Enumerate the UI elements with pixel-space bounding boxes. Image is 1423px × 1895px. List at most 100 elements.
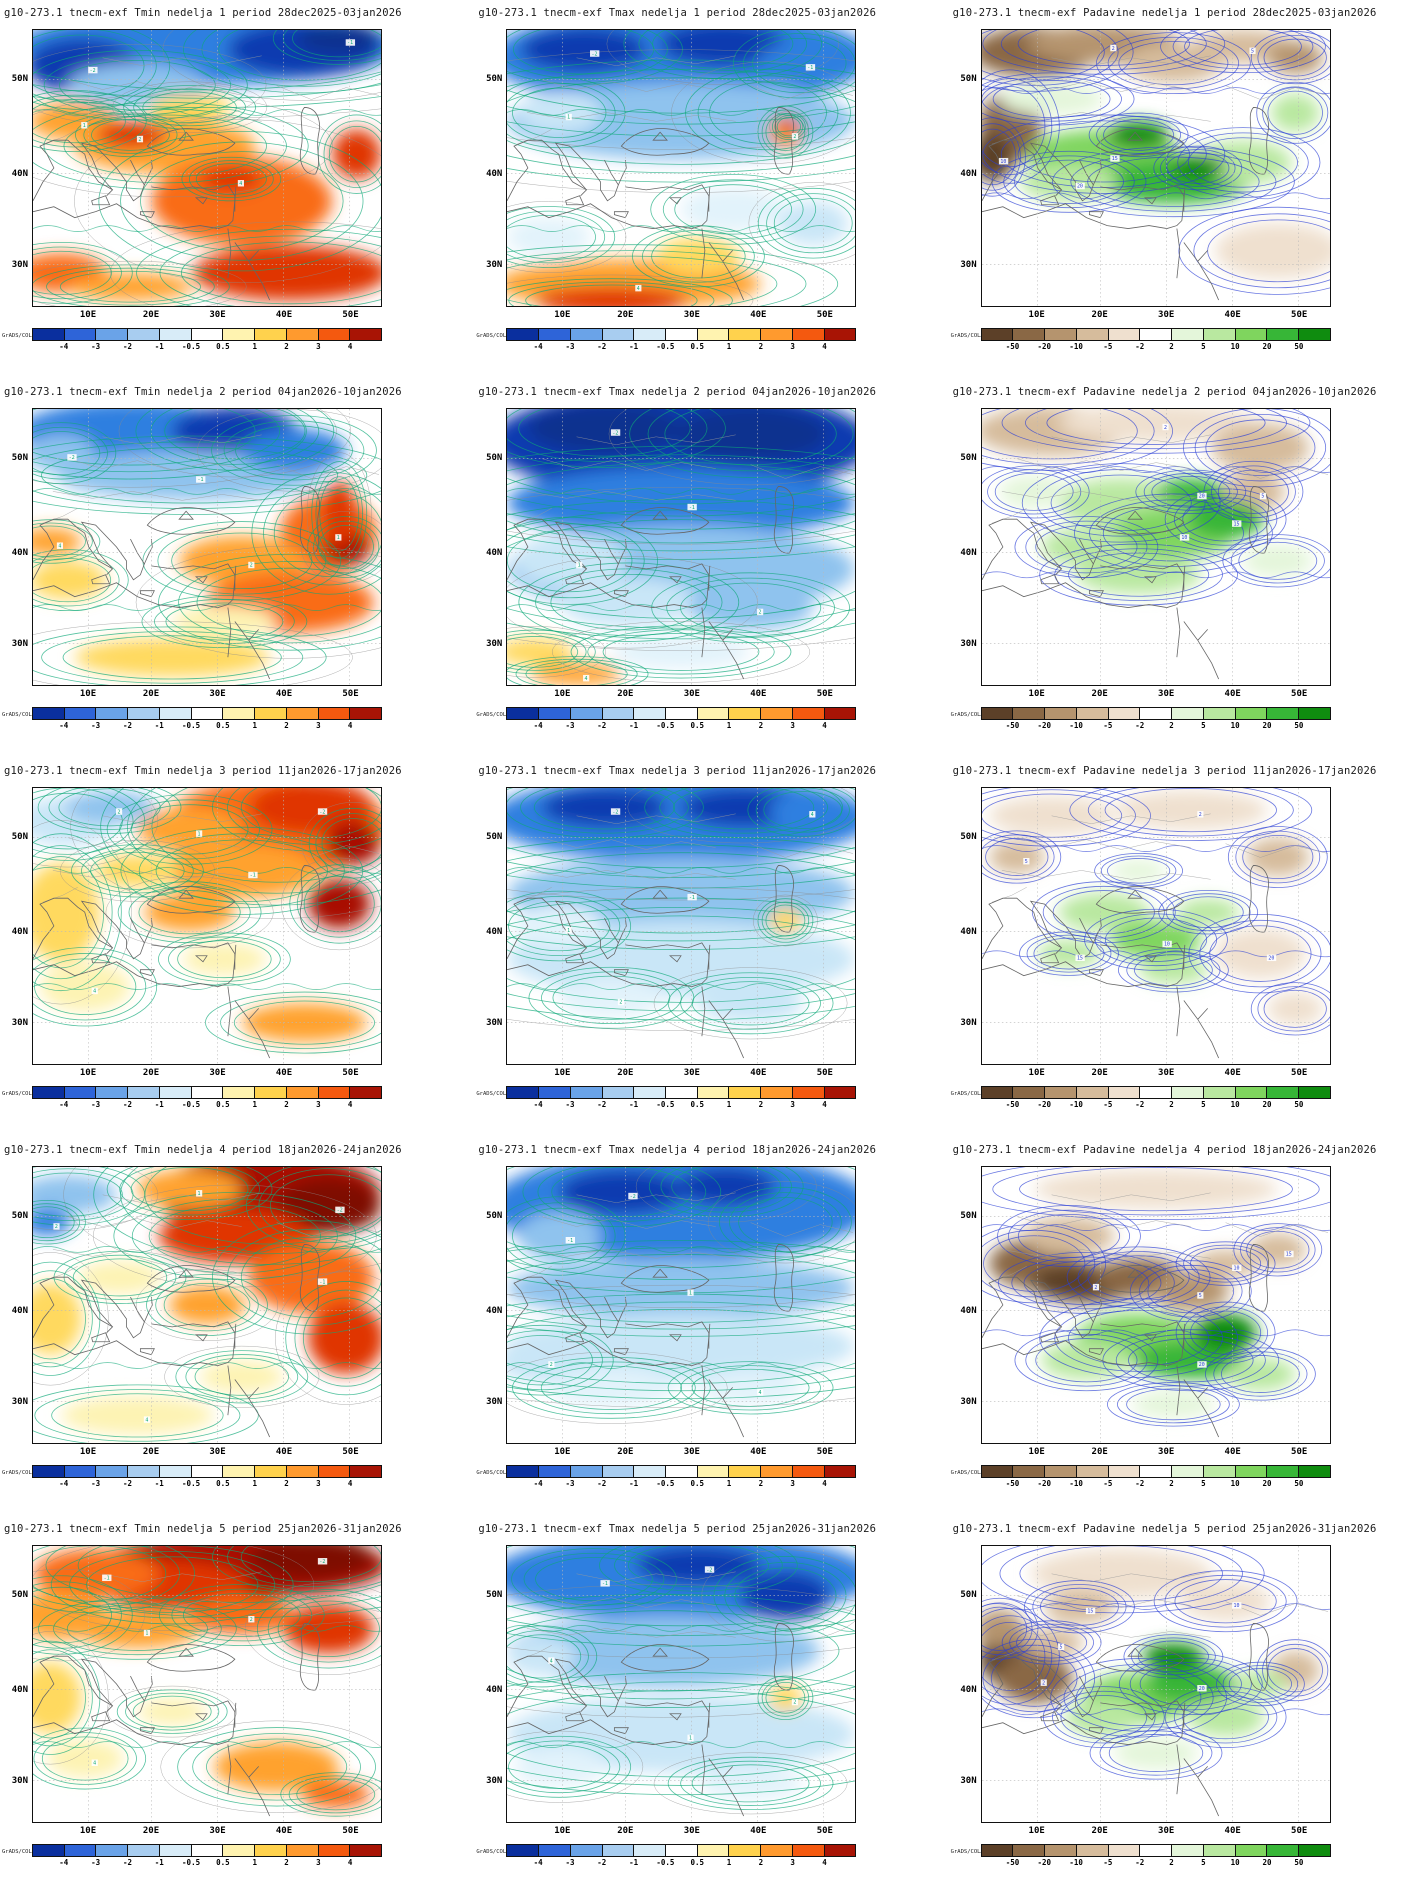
colorbar-tick: -3 bbox=[91, 1100, 101, 1109]
lon-tick-label: 50E bbox=[342, 310, 359, 320]
colorbar-tick: -10 bbox=[1069, 1858, 1083, 1867]
colorbar-tick: 1 bbox=[252, 721, 257, 730]
colorbar-segment bbox=[1172, 1087, 1204, 1098]
colorbar-segment bbox=[570, 329, 603, 340]
colorbar-segment bbox=[1108, 329, 1141, 340]
lat-tick-label: 30N bbox=[11, 1776, 28, 1787]
svg-text:5: 5 bbox=[1024, 859, 1027, 865]
lat-tick-label: 50N bbox=[11, 1590, 28, 1601]
contour-lines bbox=[507, 409, 856, 685]
contour-value-labels: -2 -1 1 2 4 bbox=[565, 50, 816, 292]
colorbar-segment bbox=[539, 329, 571, 340]
colorbar-tick: 50 bbox=[1294, 1479, 1304, 1488]
colorbar-row: GrADS/COLA -4 -3 -2 -1 -0.5 0.5 1 2 3 4 bbox=[2, 1086, 474, 1111]
colorbar-segments bbox=[506, 1465, 857, 1478]
colorbar-segment bbox=[191, 1466, 224, 1477]
colorbar-tick: 1 bbox=[726, 721, 732, 730]
colorbar-segment bbox=[64, 708, 97, 719]
colorbar-segment bbox=[64, 329, 97, 340]
contour-lines bbox=[33, 1167, 381, 1443]
colorbar-tick: -2 bbox=[1135, 721, 1145, 730]
contour-lines bbox=[981, 30, 1330, 295]
lat-tick-label: 30N bbox=[960, 260, 977, 271]
colorbar-segment bbox=[1076, 1466, 1109, 1477]
lon-tick-label: 50E bbox=[1291, 310, 1308, 320]
colorbar-row: GrADS/COLA -50 -20 -10 -5 -2 2 5 10 20 50 bbox=[951, 707, 1423, 732]
colorbar-segment bbox=[255, 708, 287, 719]
colorbar-segment bbox=[507, 1466, 540, 1477]
colorbar-segment bbox=[1045, 1845, 1077, 1856]
colorbar-tick: -3 bbox=[565, 721, 575, 730]
colorbar-segment bbox=[1235, 708, 1268, 719]
svg-text:-2: -2 bbox=[319, 809, 325, 815]
colorbar-segment bbox=[1045, 1466, 1077, 1477]
map-canvas: -2 -1 1 2 4 bbox=[32, 29, 382, 307]
svg-text:5: 5 bbox=[1198, 1293, 1201, 1299]
lon-tick-label: 30E bbox=[209, 1068, 226, 1078]
colorbar-tick: 3 bbox=[790, 721, 795, 730]
colorbar-segment bbox=[761, 708, 793, 719]
lat-tick-label: 40N bbox=[486, 547, 503, 558]
colorbar-segment bbox=[286, 329, 319, 340]
colorbar-row: GrADS/COLA -4 -3 -2 -1 -0.5 0.5 1 2 3 4 bbox=[2, 707, 474, 732]
map-area: -2 -1 1 2 4 50N 40N 30N 10E 20E 30E 40E 50E bbox=[12, 787, 382, 1078]
lat-tick-label: 50N bbox=[11, 832, 28, 843]
lat-tick-label: 50N bbox=[486, 453, 503, 464]
lon-tick-label: 50E bbox=[1291, 689, 1308, 699]
colorbar-segment bbox=[159, 1466, 192, 1477]
colorbar-segment bbox=[159, 708, 192, 719]
colorbar-tick: -10 bbox=[1069, 721, 1083, 730]
colorbar-segment bbox=[570, 1845, 603, 1856]
colorbar-segment bbox=[697, 708, 730, 719]
grads-credit-label: GrADS/COLA bbox=[2, 712, 36, 718]
colorbar-segments bbox=[506, 1844, 857, 1857]
svg-text:15: 15 bbox=[1111, 156, 1117, 162]
colorbar-segments bbox=[32, 1086, 382, 1099]
lon-tick-label: 10E bbox=[1028, 689, 1045, 699]
map-panel: g10-273.1 tnecm-exf Tmax nedelja 4 perio… bbox=[474, 1137, 948, 1516]
coastline bbox=[981, 107, 1269, 301]
lat-tick-label: 50N bbox=[960, 1590, 977, 1601]
colorbar-tick: 2 bbox=[284, 1479, 289, 1488]
colorbar-tick: 0.5 bbox=[690, 1100, 705, 1109]
colorbar-tick: 0.5 bbox=[216, 1100, 230, 1109]
lat-tick-label: 50N bbox=[11, 1211, 28, 1222]
country-borders bbox=[991, 1192, 1328, 1282]
colorbar-segments bbox=[32, 1844, 382, 1857]
colorbar-tick: -2 bbox=[122, 1858, 132, 1867]
colorbar-tick: -1 bbox=[629, 721, 639, 730]
svg-text:-1: -1 bbox=[347, 40, 353, 46]
colorbar-tick: 4 bbox=[347, 1100, 353, 1109]
grads-credit-label: GrADS/COLA bbox=[950, 1849, 984, 1855]
lat-tick-label: 40N bbox=[11, 1684, 28, 1695]
lon-tick-label: 50E bbox=[816, 310, 833, 320]
colorbar-segment bbox=[824, 1845, 856, 1856]
lat-tick-label: 50N bbox=[486, 1590, 503, 1601]
colorbar-segment bbox=[318, 1845, 351, 1856]
colorbar-segment bbox=[1203, 1087, 1236, 1098]
colorbar-segment bbox=[318, 1087, 351, 1098]
colorbar: -4 -3 -2 -1 -0.5 0.5 1 2 3 4 bbox=[32, 1086, 382, 1111]
colorbar-segment bbox=[350, 708, 382, 719]
colorbar-tick: 0.5 bbox=[216, 342, 230, 351]
colorbar-tick: 4 bbox=[347, 721, 353, 730]
colorbar-segments bbox=[980, 1465, 1331, 1478]
colorbar-tick: 4 bbox=[347, 1479, 353, 1488]
colorbar-segment bbox=[1235, 1466, 1268, 1477]
map-canvas: -2 -1 1 2 4 bbox=[32, 1545, 382, 1823]
lon-tick-label: 10E bbox=[554, 1826, 571, 1836]
colorbar-tick: -1 bbox=[629, 1858, 639, 1867]
colorbar-segment bbox=[761, 329, 793, 340]
colorbar-tick-labels: -50 -20 -10 -5 -2 2 5 10 20 50 bbox=[981, 1099, 1331, 1111]
colorbar-segment bbox=[729, 708, 762, 719]
lon-tick-label: 40E bbox=[750, 1068, 767, 1078]
colorbar-segment bbox=[223, 1466, 256, 1477]
colorbar-tick: 20 bbox=[1262, 1858, 1272, 1867]
map-canvas: 2 5 10 15 20 bbox=[980, 1545, 1331, 1823]
colorbar-tick: 0.5 bbox=[690, 721, 705, 730]
colorbar-segment bbox=[981, 708, 1014, 719]
colorbar-segment bbox=[1299, 708, 1330, 719]
map-area: -2 -1 1 2 4 50N 40N 30N 10E 20E 30E 40E 50E bbox=[12, 1166, 382, 1457]
colorbar-row: GrADS/COLA -4 -3 -2 -1 -0.5 0.5 1 2 3 4 bbox=[476, 1465, 948, 1490]
lat-tick-label: 30N bbox=[960, 639, 977, 650]
